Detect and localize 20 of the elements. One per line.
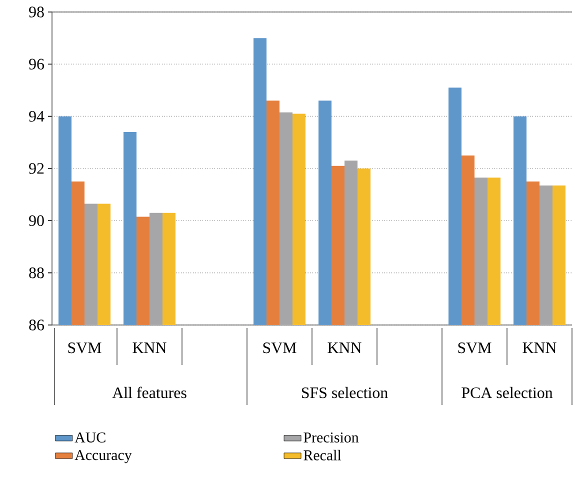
x-tick-label: SVM: [458, 342, 492, 354]
x-tick-label: SVM: [263, 342, 296, 354]
x-tick-label: KNN: [132, 342, 166, 353]
y-tick-label: 90: [29, 215, 44, 226]
x-tick-label: KNN: [522, 342, 556, 353]
text: SFS selection: [302, 386, 388, 398]
legend-label: Precision: [304, 432, 359, 442]
legend-label: Accuracy: [74, 450, 132, 464]
y-tick-label: 98: [29, 6, 44, 18]
y-tick-label: 92: [29, 163, 44, 174]
x-tick-label: SVM: [68, 342, 102, 354]
text: PCA selection: [462, 386, 553, 398]
y-tick-label: 94: [29, 110, 44, 122]
legend-label: AUC: [74, 432, 106, 442]
y-tick-label: 88: [29, 267, 44, 278]
legend-label: Recall: [304, 450, 342, 460]
y-tick-label: 96: [29, 58, 44, 70]
y-tick-label: 86: [29, 320, 44, 330]
text: All features: [112, 386, 186, 398]
x-tick-label: KNN: [328, 342, 362, 353]
